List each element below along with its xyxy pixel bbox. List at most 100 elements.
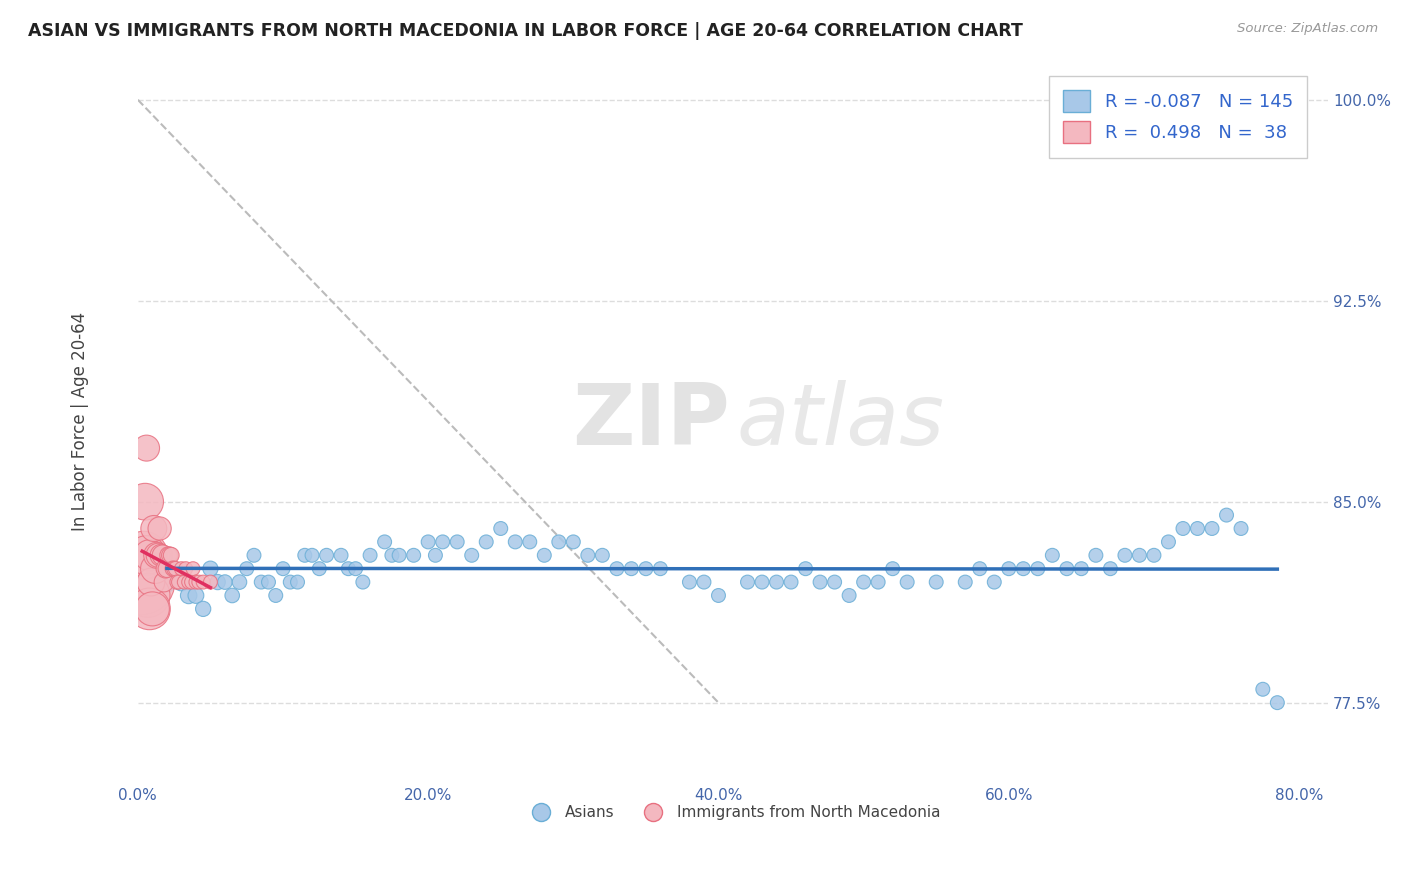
- Point: [591, 549, 613, 563]
- Point: [1215, 508, 1237, 522]
- Point: [489, 521, 512, 535]
- Point: [173, 575, 195, 590]
- Point: [163, 562, 186, 576]
- Point: [177, 589, 200, 603]
- Point: [330, 549, 353, 563]
- Point: [1128, 549, 1150, 563]
- Point: [794, 562, 817, 576]
- Point: [418, 535, 440, 549]
- Y-axis label: In Labor Force | Age 20-64: In Labor Force | Age 20-64: [72, 312, 89, 531]
- Point: [650, 562, 672, 576]
- Point: [925, 575, 948, 590]
- Point: [562, 535, 585, 549]
- Point: [1230, 521, 1253, 535]
- Point: [193, 602, 215, 616]
- Point: [200, 562, 222, 576]
- Text: ZIP: ZIP: [572, 380, 730, 463]
- Point: [155, 562, 177, 576]
- Point: [250, 575, 273, 590]
- Point: [138, 602, 160, 616]
- Point: [165, 562, 187, 576]
- Point: [1099, 562, 1122, 576]
- Point: [402, 549, 425, 563]
- Point: [177, 575, 200, 590]
- Point: [156, 575, 179, 590]
- Point: [634, 562, 657, 576]
- Point: [257, 575, 280, 590]
- Point: [576, 549, 599, 563]
- Point: [145, 549, 167, 563]
- Point: [193, 575, 215, 590]
- Point: [1026, 562, 1049, 576]
- Point: [271, 562, 294, 576]
- Point: [187, 575, 209, 590]
- Point: [503, 535, 526, 549]
- Point: [294, 549, 316, 563]
- Point: [1114, 549, 1136, 563]
- Point: [737, 575, 759, 590]
- Point: [678, 575, 700, 590]
- Point: [301, 549, 323, 563]
- Point: [157, 549, 180, 563]
- Point: [388, 549, 411, 563]
- Point: [149, 521, 172, 535]
- Point: [243, 549, 266, 563]
- Point: [221, 589, 243, 603]
- Point: [1265, 696, 1288, 710]
- Point: [287, 575, 309, 590]
- Text: atlas: atlas: [737, 380, 945, 463]
- Point: [141, 602, 163, 616]
- Point: [751, 575, 773, 590]
- Point: [1070, 562, 1092, 576]
- Point: [278, 575, 301, 590]
- Point: [184, 575, 207, 590]
- Point: [896, 575, 918, 590]
- Point: [1201, 521, 1223, 535]
- Point: [852, 575, 875, 590]
- Point: [533, 549, 555, 563]
- Point: [620, 562, 643, 576]
- Point: [1012, 562, 1035, 576]
- Point: [135, 549, 157, 563]
- Point: [235, 562, 257, 576]
- Point: [765, 575, 787, 590]
- Point: [1157, 535, 1180, 549]
- Point: [264, 589, 287, 603]
- Point: [997, 562, 1019, 576]
- Point: [146, 549, 169, 563]
- Point: [824, 575, 846, 590]
- Point: [432, 535, 454, 549]
- Text: ASIAN VS IMMIGRANTS FROM NORTH MACEDONIA IN LABOR FORCE | AGE 20-64 CORRELATION : ASIAN VS IMMIGRANTS FROM NORTH MACEDONIA…: [28, 22, 1024, 40]
- Point: [228, 575, 250, 590]
- Point: [337, 562, 360, 576]
- Point: [359, 549, 381, 563]
- Point: [955, 575, 977, 590]
- Point: [308, 562, 330, 576]
- Point: [425, 549, 447, 563]
- Point: [374, 535, 396, 549]
- Point: [460, 549, 482, 563]
- Legend: Asians, Immigrants from North Macedonia: Asians, Immigrants from North Macedonia: [519, 799, 946, 826]
- Point: [882, 562, 904, 576]
- Point: [174, 562, 197, 576]
- Point: [1084, 549, 1107, 563]
- Text: Source: ZipAtlas.com: Source: ZipAtlas.com: [1237, 22, 1378, 36]
- Point: [160, 549, 183, 563]
- Point: [547, 535, 569, 549]
- Point: [315, 549, 337, 563]
- Point: [868, 575, 890, 590]
- Point: [207, 575, 229, 590]
- Point: [1171, 521, 1194, 535]
- Point: [138, 549, 160, 563]
- Point: [152, 549, 174, 563]
- Point: [693, 575, 716, 590]
- Point: [135, 441, 157, 455]
- Point: [136, 589, 159, 603]
- Point: [838, 589, 860, 603]
- Point: [166, 575, 188, 590]
- Point: [180, 575, 202, 590]
- Point: [1187, 521, 1209, 535]
- Point: [344, 562, 367, 576]
- Point: [150, 549, 173, 563]
- Point: [606, 562, 628, 576]
